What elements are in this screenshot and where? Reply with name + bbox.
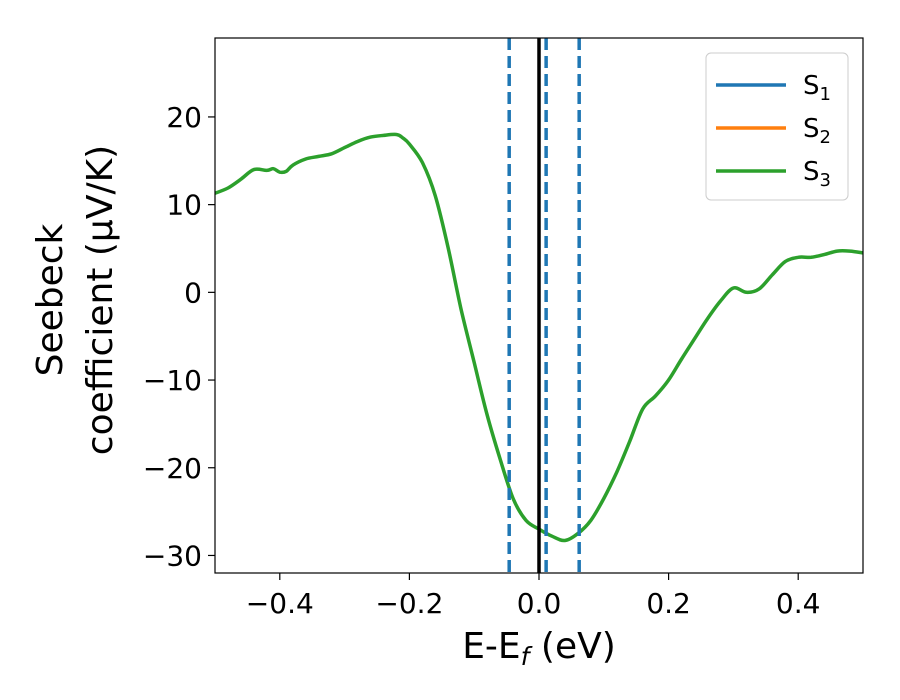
y-tick-label: −10 [143, 364, 202, 397]
series-line-s3 [215, 132, 863, 543]
y-axis-ticks: 20 10 0 −10 −20 −30 [143, 101, 215, 572]
y-axis-label-line1: Seebeck [30, 223, 71, 376]
legend-label-3: S3 [803, 157, 831, 191]
y-tick-label: 10 [166, 189, 202, 222]
x-tick-label: −0.4 [246, 587, 314, 620]
legend-label-2: S2 [803, 114, 831, 148]
legend: S1 S2 S3 [705, 52, 849, 201]
plot-area [215, 132, 863, 543]
y-axis-label-line2: coefficient (μV/K) [80, 145, 121, 455]
legend-label-1: S1 [803, 71, 831, 105]
vertical-lines [507, 38, 581, 573]
x-tick-label: 0.2 [646, 587, 691, 620]
y-tick-label: 20 [166, 101, 202, 134]
x-tick-label: −0.2 [375, 587, 443, 620]
x-axis-label: E-Ef (eV) [462, 626, 616, 671]
x-tick-label: 0.4 [776, 587, 821, 620]
x-axis-ticks: −0.4 −0.2 0.0 0.2 0.4 [246, 573, 821, 620]
y-tick-label: −20 [143, 452, 202, 485]
y-tick-label: 0 [184, 276, 202, 309]
x-tick-label: 0.0 [517, 587, 562, 620]
y-axis-label: Seebeck coefficient (μV/K) [30, 145, 121, 455]
y-tick-label: −30 [143, 539, 202, 572]
